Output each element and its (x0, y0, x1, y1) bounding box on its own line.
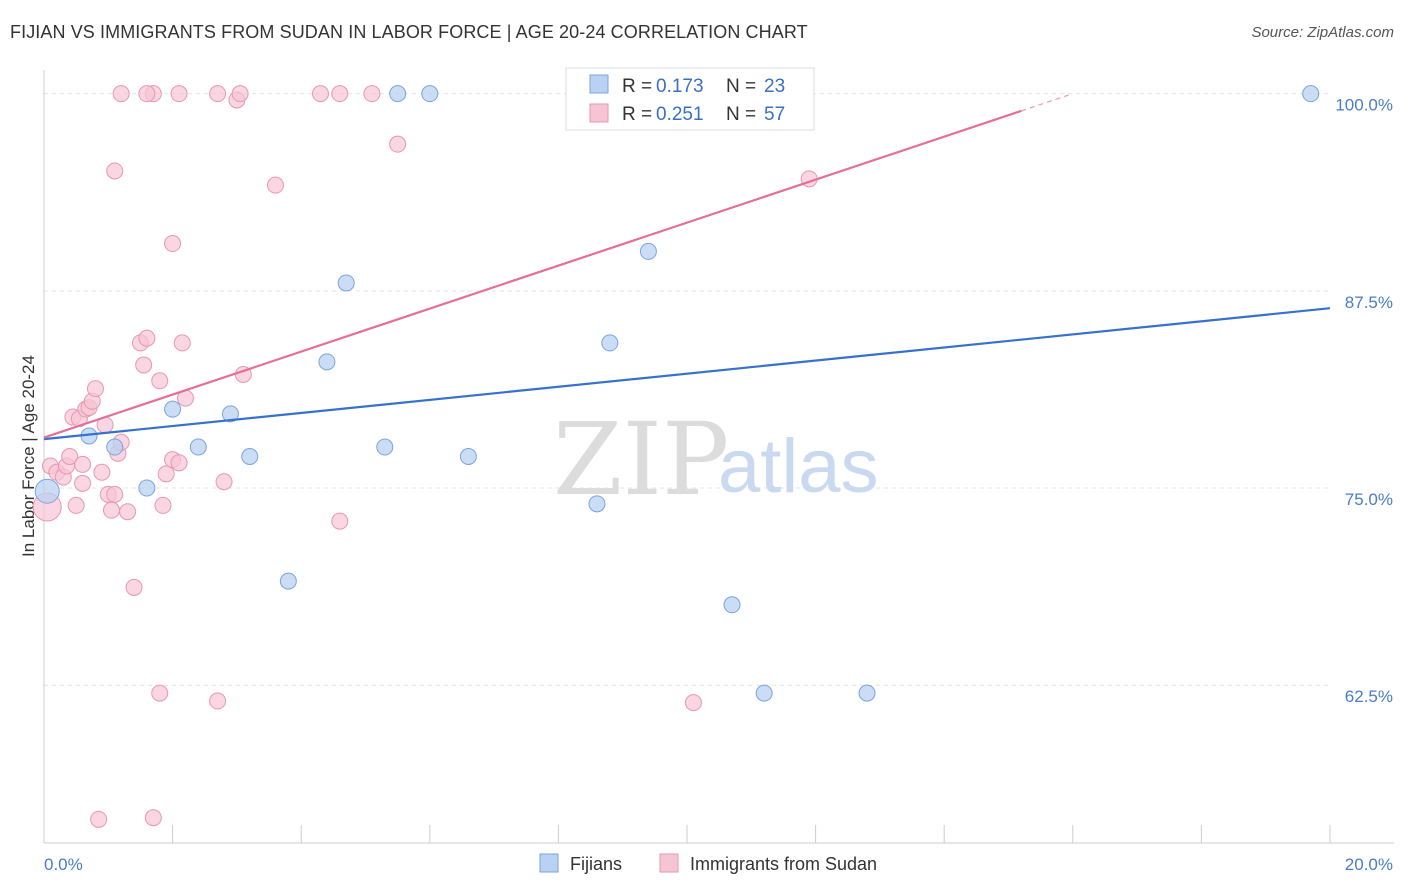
fijian-point-0 (34, 478, 60, 504)
chart-title: FIJIAN VS IMMIGRANTS FROM SUDAN IN LABOR… (10, 22, 808, 42)
watermark: ZIP atlas (553, 401, 879, 518)
fijian-point-16 (639, 242, 657, 260)
sudan-point-53 (389, 135, 407, 153)
sudan-point-32 (157, 465, 175, 483)
fijian-point-12 (389, 85, 407, 103)
fijian-point-21 (858, 684, 876, 702)
sudan-point-14 (90, 810, 108, 828)
sudan-point-18 (103, 501, 121, 519)
sudan-point-13 (86, 380, 104, 398)
sudan-point-31 (151, 684, 169, 702)
sudan-point-5 (61, 448, 79, 465)
trendlines (43, 93, 1331, 441)
sudan-point-30 (154, 496, 172, 514)
watermark-zip: ZIP (553, 401, 729, 518)
legend-r-label-fijians: R = (622, 76, 657, 97)
fijian-point-11 (376, 438, 394, 456)
sudan-point-52 (363, 85, 381, 103)
sudan-point-34 (170, 85, 188, 103)
bottom-legend-label-fijians: Fijians (570, 854, 622, 874)
x-tick-label-0: 0.0% (44, 855, 83, 874)
fijian-point-13 (421, 85, 439, 103)
series-legend: Fijians Immigrants from Sudan (539, 853, 877, 874)
sudan-point-43 (209, 692, 227, 710)
fijian-point-3 (138, 479, 156, 497)
gridlines (44, 93, 1330, 686)
bottom-legend-label-sudan: Immigrants from Sudan (690, 854, 877, 874)
watermark-atlas: atlas (718, 424, 879, 509)
series-fijians-points (34, 85, 1320, 702)
bottom-legend-swatch-fijians (539, 853, 559, 873)
fijian-point-14 (459, 448, 477, 465)
legend-n-value-fijians: 23 (764, 76, 785, 97)
sudan-point-40 (112, 85, 130, 103)
fijian-point-10 (337, 274, 355, 292)
legend-r-value-sudan: 0.251 (656, 104, 704, 125)
sudan-point-25 (135, 356, 153, 374)
sudan-point-19 (106, 485, 124, 503)
sudan-point-37 (173, 334, 191, 352)
legend-n-label-fijians: N = (726, 76, 761, 97)
y-tick-label-2: 75.0% (1345, 490, 1393, 509)
sudan-point-48 (266, 176, 284, 194)
sudan-point-23 (125, 578, 143, 596)
sudan-trendline-extension (1021, 93, 1073, 112)
bottom-legend-swatch-sudan (659, 853, 679, 873)
fijian-point-17 (601, 334, 619, 352)
legend-r-label-sudan: R = (622, 104, 657, 125)
sudan-point-46 (231, 85, 249, 103)
fijian-point-20 (755, 684, 773, 702)
fijian-point-6 (221, 405, 239, 423)
sudan-point-44 (215, 473, 233, 491)
fijian-point-19 (723, 596, 741, 614)
legend-r-value-fijians: 0.173 (656, 76, 704, 97)
y-tick-labels: 100.0% 87.5% 75.0% 62.5% (1335, 96, 1393, 707)
sudan-point-42 (209, 85, 227, 103)
fijian-point-2 (106, 438, 124, 456)
sudan-point-54 (684, 694, 702, 712)
axes (43, 70, 1394, 844)
y-tick-label-3: 62.5% (1345, 687, 1393, 706)
correlation-legend: R = 0.173 N = 23 R = 0.251 N = 57 (565, 67, 815, 131)
legend-swatch-fijians (589, 74, 609, 94)
x-tick-label-1: 20.0% (1345, 855, 1393, 874)
sudan-point-15 (93, 463, 111, 481)
fijian-point-8 (279, 572, 297, 590)
chart-source: Source: ZipAtlas.com (1251, 24, 1394, 41)
fijian-point-9 (318, 353, 336, 371)
sudan-point-39 (106, 162, 124, 180)
sudan-point-29 (151, 372, 169, 390)
sudan-point-51 (331, 512, 349, 530)
sudan-point-36 (170, 454, 188, 472)
y-tick-label-1: 87.5% (1345, 293, 1393, 312)
fijian-point-4 (164, 400, 182, 418)
sudan-point-26 (138, 329, 156, 347)
fijians-trendline (43, 307, 1331, 441)
fijian-point-22 (1302, 85, 1320, 103)
y-tick-label-0: 100.0% (1335, 96, 1393, 115)
series-sudan-points (32, 85, 818, 828)
fijian-point-15 (588, 495, 606, 513)
sudan-point-9 (74, 455, 92, 473)
fijian-point-7 (241, 448, 259, 465)
y-axis-label: In Labor Force | Age 20-24 (19, 355, 38, 557)
sudan-point-35 (164, 235, 182, 253)
x-tick-labels: 0.0% 20.0% (44, 855, 1393, 874)
legend-n-label-sudan: N = (726, 104, 761, 125)
sudan-point-41 (138, 85, 156, 103)
sudan-point-7 (67, 496, 85, 514)
sudan-point-27 (144, 809, 162, 827)
sudan-point-22 (119, 503, 137, 521)
sudan-point-50 (331, 85, 349, 103)
sudan-point-49 (311, 85, 329, 103)
sudan-point-56 (74, 474, 92, 492)
fijian-point-5 (189, 438, 207, 456)
sudan-trendline (43, 109, 1022, 439)
legend-swatch-sudan (589, 103, 609, 123)
legend-n-value-sudan: 57 (764, 104, 785, 125)
